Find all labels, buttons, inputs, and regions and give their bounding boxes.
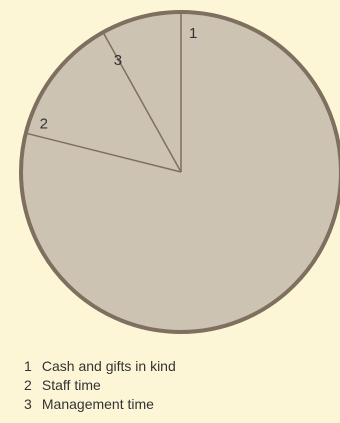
slice-label: 2 [40,116,48,133]
legend-item: 2 Staff time [24,376,176,395]
legend-key: 1 [24,358,32,374]
legend: 1 Cash and gifts in kind 2 Staff time 3 … [24,357,176,414]
legend-key: 3 [24,396,32,412]
legend-item: 1 Cash and gifts in kind [24,357,176,376]
pie-outline [19,10,340,334]
slice-label: 1 [189,25,197,42]
pie-chart: 1 2 3 [19,10,340,334]
slice-label: 3 [114,52,122,69]
legend-label: Management time [41,396,154,412]
legend-item: 3 Management time [24,395,176,414]
pie-slice [103,12,181,172]
slice-divider [25,132,182,173]
legend-label: Cash and gifts in kind [41,358,176,374]
slice-divider [102,31,182,173]
legend-label: Staff time [41,377,101,393]
legend-key: 2 [24,377,32,393]
pie-slice [25,32,182,172]
